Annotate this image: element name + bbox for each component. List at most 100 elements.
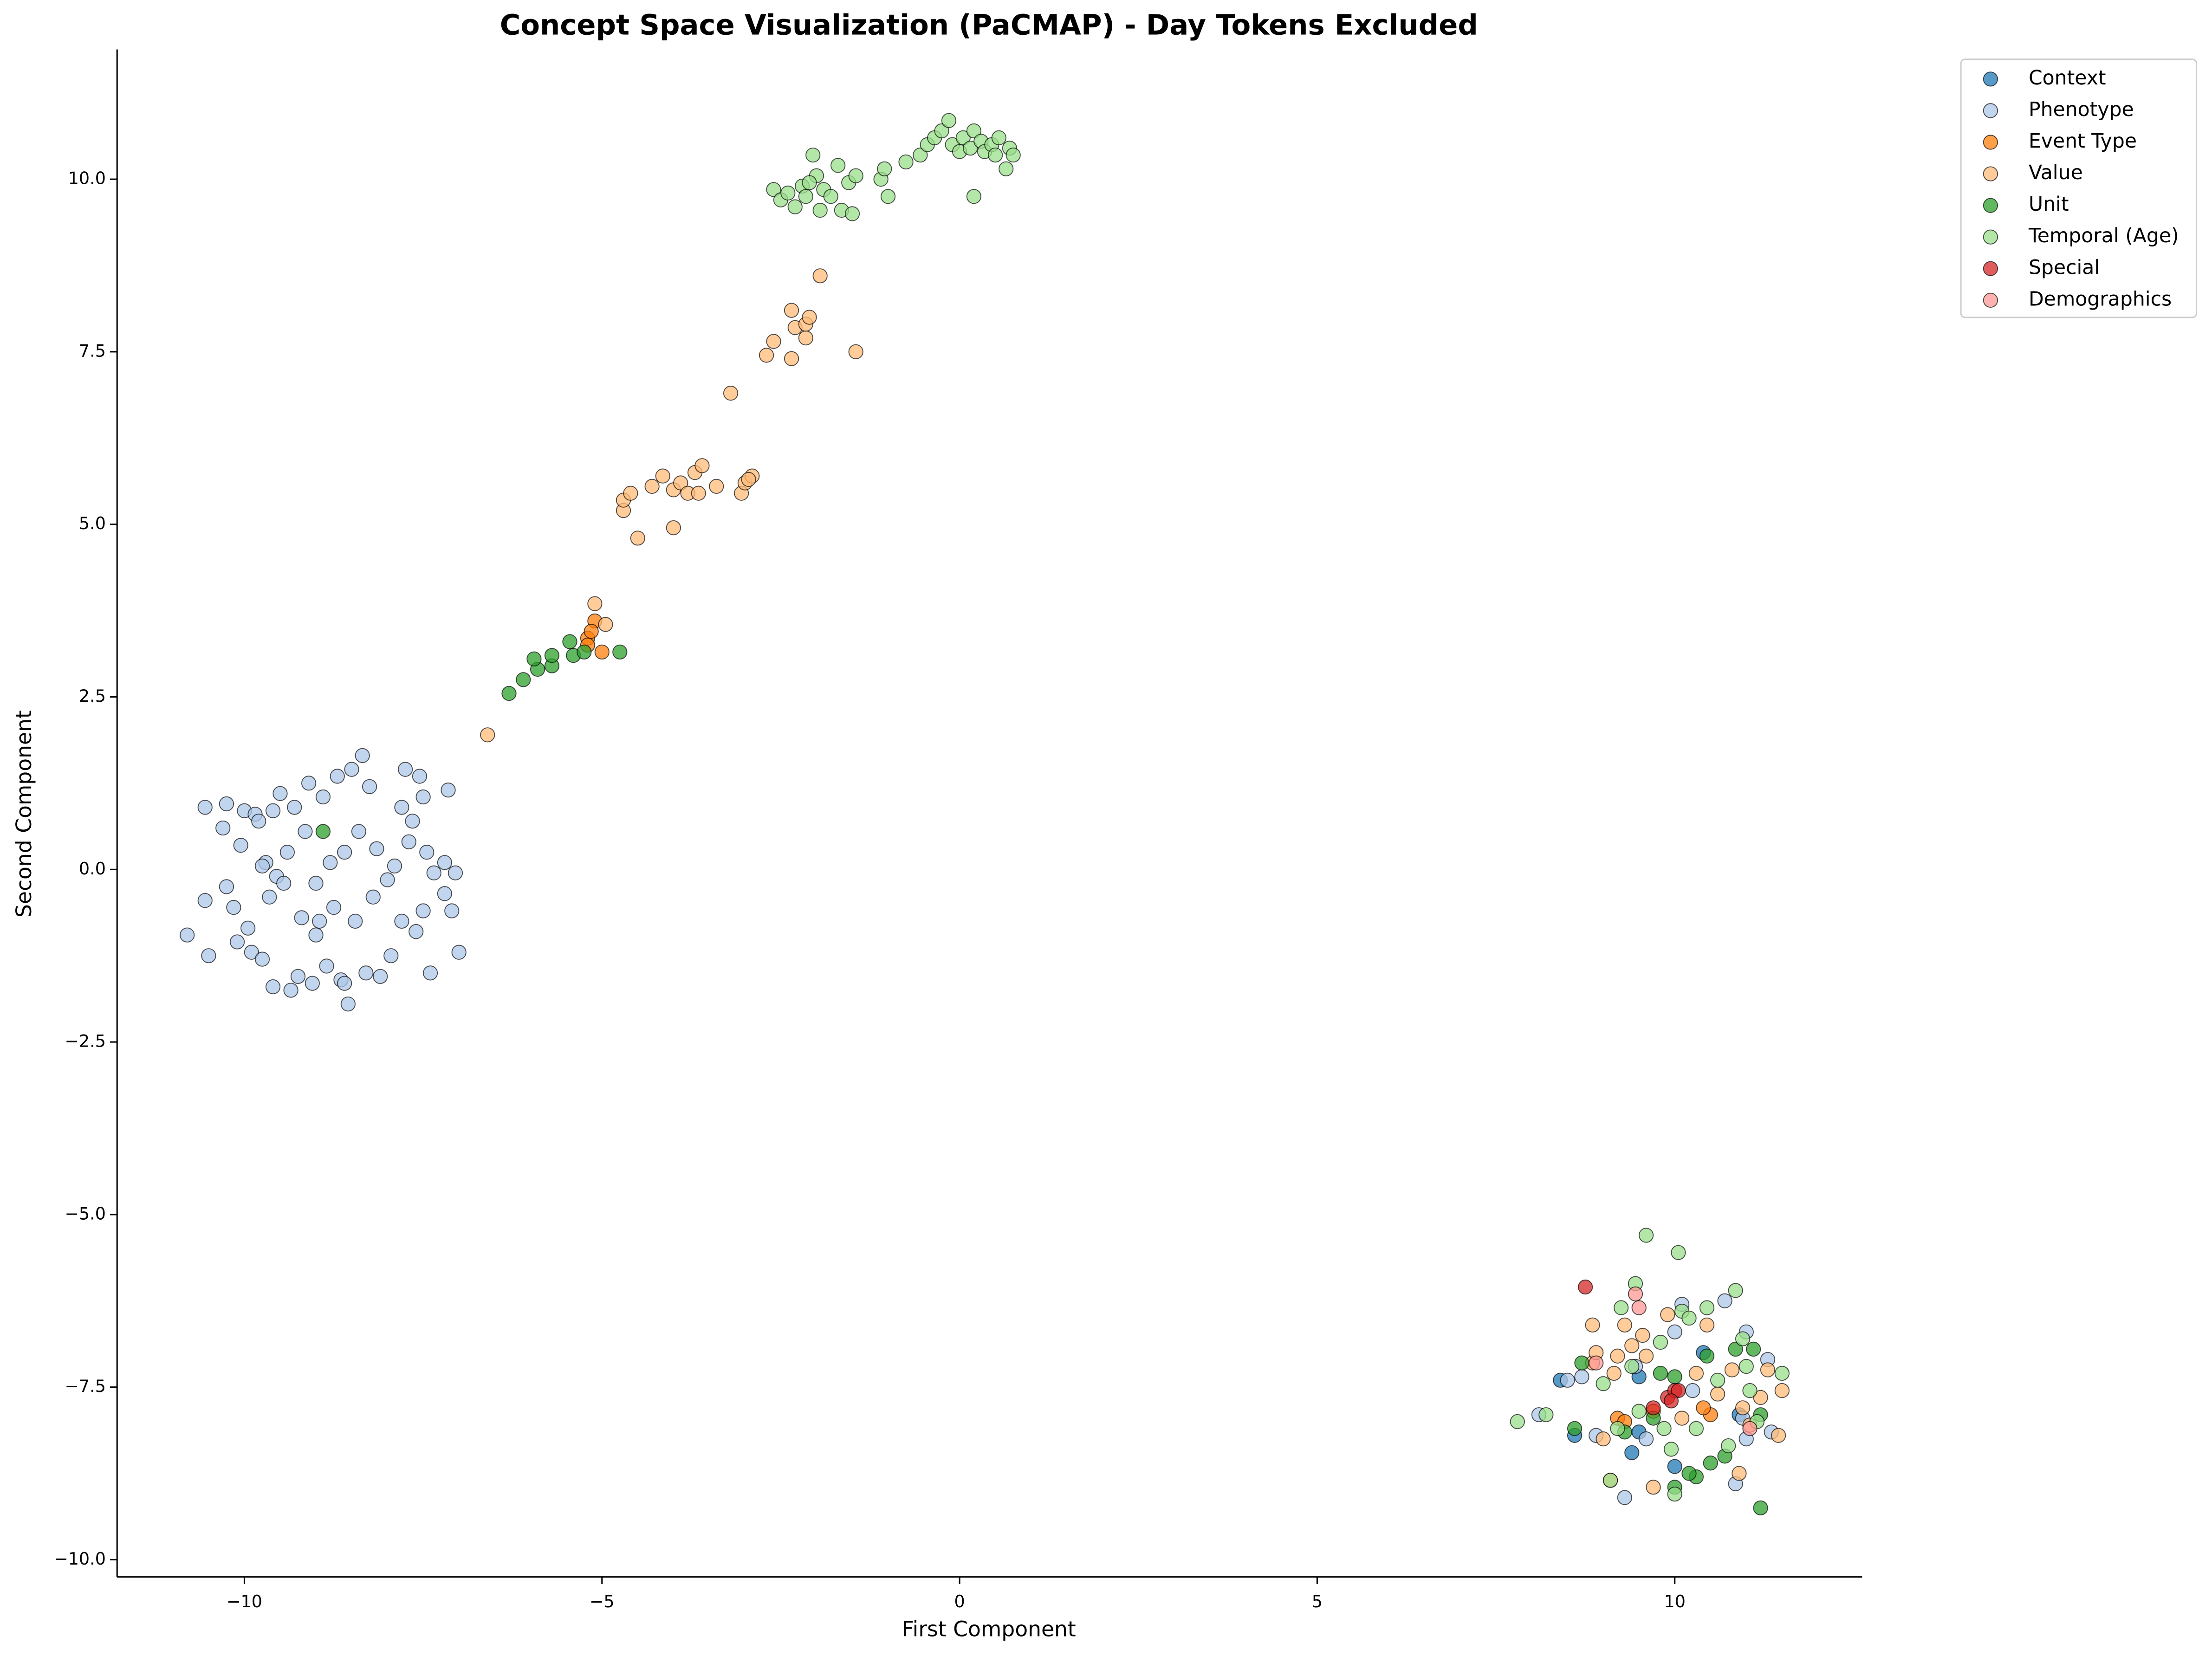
scatter-point <box>1538 1407 1554 1423</box>
scatter-point <box>323 855 338 870</box>
y-tick-label: −2.5 <box>65 1031 106 1051</box>
scatter-point <box>805 147 821 163</box>
scatter-point <box>1663 1393 1679 1409</box>
scatter-point <box>294 910 309 925</box>
scatter-point <box>197 893 213 908</box>
scatter-point <box>1638 1348 1654 1364</box>
scatter-point <box>848 344 863 360</box>
scatter-point <box>848 168 863 183</box>
scatter-point <box>1567 1421 1583 1436</box>
scatter-point <box>812 202 828 218</box>
scatter-point <box>1596 1376 1611 1391</box>
scatter-point <box>1681 1310 1697 1326</box>
scatter-point <box>254 951 270 967</box>
scatter-point <box>319 958 334 974</box>
scatter-point <box>337 845 352 860</box>
scatter-point <box>1667 1459 1682 1474</box>
legend-marker <box>1983 71 1998 87</box>
scatter-point <box>1753 1390 1768 1405</box>
scatter-point <box>1646 1400 1661 1416</box>
scatter-point <box>1560 1372 1575 1388</box>
scatter-point <box>1596 1431 1611 1447</box>
scatter-point <box>1578 1279 1593 1295</box>
scatter-point <box>1617 1490 1632 1505</box>
scatter-point <box>437 886 452 901</box>
scatter-point <box>1735 1400 1751 1416</box>
scatter-point <box>966 189 982 204</box>
scatter-point <box>362 779 377 794</box>
scatter-point <box>254 858 270 873</box>
x-tick-label: 0 <box>954 1591 965 1611</box>
scatter-point <box>419 845 435 860</box>
scatter-point <box>1617 1317 1632 1333</box>
scatter-point <box>1774 1383 1790 1398</box>
scatter-point <box>451 944 467 960</box>
y-tick-label: 7.5 <box>79 341 106 361</box>
scatter-point <box>340 996 356 1012</box>
scatter-point <box>1699 1348 1715 1364</box>
scatter-point <box>312 913 327 929</box>
scatter-point <box>577 644 592 660</box>
scatter-point <box>1614 1300 1629 1315</box>
scatter-point <box>784 303 799 318</box>
scatter-point <box>1667 1487 1682 1502</box>
legend-marker <box>1983 198 1998 213</box>
scatter-point <box>723 386 739 401</box>
scatter-point <box>283 983 298 998</box>
scatter-point <box>1699 1317 1715 1333</box>
scatter-point <box>913 147 928 163</box>
scatter-point <box>1688 1365 1704 1381</box>
scatter-point <box>1671 1245 1686 1260</box>
scatter-point <box>1005 147 1021 163</box>
scatter-point <box>305 976 320 991</box>
scatter-point <box>315 789 331 805</box>
x-tick-label: −10 <box>227 1591 262 1611</box>
scatter-point <box>229 934 245 950</box>
scatter-point <box>1742 1421 1758 1436</box>
legend-label: Value <box>2029 162 2083 184</box>
scatter-point <box>963 141 978 156</box>
y-tick-label: 5.0 <box>79 513 106 533</box>
scatter-point <box>1610 1421 1625 1436</box>
legend-marker <box>1983 229 1998 245</box>
scatter-point <box>802 175 817 190</box>
scatter-point <box>373 969 388 984</box>
scatter-point <box>694 458 710 473</box>
scatter-point <box>1703 1455 1718 1471</box>
scatter-point <box>380 872 395 887</box>
scatter-point <box>315 824 331 839</box>
scatter-point <box>265 803 281 818</box>
scatter-point <box>1738 1358 1754 1374</box>
scatter-point <box>279 845 295 860</box>
scatter-point <box>1635 1328 1650 1343</box>
scatter-point <box>501 686 517 701</box>
scatter-point <box>991 130 1006 145</box>
scatter-point <box>812 268 828 284</box>
scatter-point <box>1628 1286 1643 1302</box>
scatter-point <box>1606 1365 1622 1381</box>
scatter-point <box>612 644 628 660</box>
scatter-point <box>1746 1341 1761 1357</box>
scatter-point <box>405 814 420 829</box>
scatter-point <box>766 334 781 349</box>
legend-box <box>1960 58 2198 318</box>
scatter-point <box>1760 1362 1776 1378</box>
scatter-point <box>358 965 374 981</box>
chart-title: Concept Space Visualization (PaCMAP) - D… <box>500 9 1478 41</box>
y-tick-label: 0.0 <box>79 859 106 879</box>
legend-label: Context <box>2029 67 2106 90</box>
scatter-point <box>1671 1383 1686 1398</box>
scatter-point <box>1771 1428 1786 1443</box>
x-tick-label: 10 <box>1664 1591 1686 1611</box>
legend-label: Event Type <box>2029 130 2137 153</box>
scatter-point <box>1699 1300 1715 1315</box>
scatter-point <box>394 800 409 815</box>
scatter-point <box>348 913 363 929</box>
scatter-point <box>383 948 399 964</box>
scatter-point <box>415 789 431 805</box>
scatter-point <box>1667 1324 1682 1339</box>
x-axis-label: First Component <box>902 1617 1076 1642</box>
scatter-point <box>409 924 424 939</box>
scatter-point <box>351 824 367 839</box>
